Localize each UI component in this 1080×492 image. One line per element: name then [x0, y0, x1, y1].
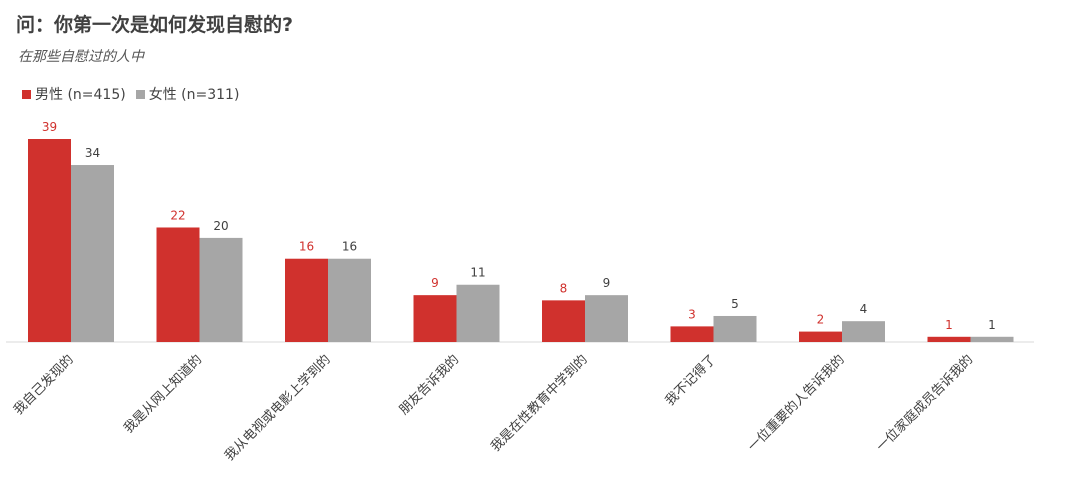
x-tick-label-7: 一位家庭成员告诉我的 — [873, 352, 976, 455]
bar-female-5 — [713, 315, 757, 342]
data-label-male-7: 1 — [945, 318, 953, 332]
bar-male-2 — [285, 258, 328, 342]
bar-male-4 — [542, 300, 585, 342]
data-label-female-5: 5 — [731, 297, 739, 311]
data-label-male-0: 39 — [42, 120, 57, 134]
x-tick-label-3: 朋友告诉我的 — [396, 352, 462, 418]
bar-female-1 — [199, 237, 243, 342]
bar-male-0 — [28, 139, 71, 342]
legend: 男性 (n=415) 女性 (n=311) — [22, 84, 249, 104]
bar-female-7 — [970, 336, 1014, 342]
data-label-female-2: 16 — [342, 240, 357, 254]
legend-label-male: 男性 (n=415) — [35, 87, 126, 103]
bar-male-6 — [799, 331, 842, 342]
bar-female-0 — [71, 165, 114, 342]
legend-swatch-male — [22, 89, 31, 99]
data-label-male-4: 8 — [560, 281, 568, 295]
data-label-male-1: 22 — [170, 208, 185, 222]
legend-label-female: 女性 (n=311) — [148, 87, 240, 103]
bar-female-6 — [842, 321, 885, 342]
bar-male-1 — [156, 227, 200, 342]
x-tick-label-0: 我自己发现的 — [10, 352, 76, 418]
x-tick-label-5: 我不记得了 — [662, 352, 719, 409]
data-label-male-3: 9 — [431, 276, 439, 290]
bar-male-7 — [927, 336, 971, 342]
data-label-male-6: 2 — [817, 313, 825, 327]
bar-female-3 — [456, 284, 500, 342]
bar-female-2 — [328, 258, 371, 342]
x-tick-label-1: 我是从网上知道的 — [120, 352, 205, 437]
data-label-male-5: 3 — [688, 307, 696, 321]
legend-swatch-female — [135, 89, 145, 99]
data-label-female-0: 34 — [85, 146, 100, 160]
bar-male-3 — [413, 295, 457, 342]
x-tick-label-4: 我是在性教育中学到的 — [488, 352, 591, 455]
x-tick-label-2: 我从电视或电影上学到的 — [221, 352, 333, 464]
data-label-female-6: 4 — [860, 302, 868, 316]
data-label-female-7: 1 — [988, 318, 996, 332]
x-tick-label-6: 一位重要的人告诉我的 — [745, 352, 848, 455]
bar-male-5 — [670, 326, 714, 342]
data-label-female-4: 9 — [603, 276, 611, 290]
data-label-female-1: 20 — [213, 219, 228, 233]
bar-female-4 — [585, 295, 628, 342]
data-label-female-3: 11 — [470, 266, 485, 280]
data-label-male-2: 16 — [299, 240, 314, 254]
chart-title: 问：你第一次是如何发现自慰的? — [16, 14, 294, 36]
chart-subtitle: 在那些自慰过的人中 — [18, 49, 144, 65]
legend-item-male: 男性 (n=415) — [22, 84, 126, 104]
legend-item-female: 女性 (n=311) — [135, 84, 240, 104]
